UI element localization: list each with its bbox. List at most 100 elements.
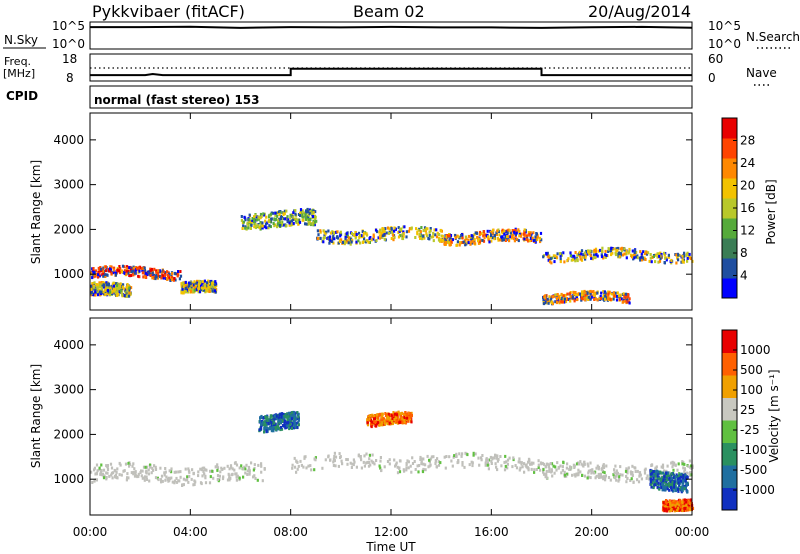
echo-cell bbox=[470, 240, 473, 244]
echo-cell bbox=[419, 230, 422, 234]
echo-cell bbox=[293, 465, 297, 469]
echo-cell bbox=[581, 474, 584, 477]
echo-cell bbox=[643, 468, 646, 472]
echo-cell bbox=[166, 274, 170, 277]
echo-cell bbox=[542, 472, 546, 476]
echo-cell bbox=[650, 464, 653, 467]
echo-cell bbox=[351, 238, 354, 242]
echo-cell bbox=[374, 424, 377, 427]
echo-cell bbox=[336, 236, 340, 240]
echo-cell bbox=[332, 232, 335, 235]
echo-cell bbox=[600, 291, 603, 295]
echo-cell bbox=[168, 469, 171, 473]
echo-cell bbox=[416, 230, 419, 234]
echo-cell bbox=[627, 295, 630, 298]
echo-cell bbox=[297, 412, 300, 416]
echo-cell bbox=[627, 466, 630, 470]
echo-cell bbox=[99, 285, 102, 289]
echo-cell bbox=[527, 231, 530, 234]
echo-cell bbox=[568, 292, 571, 296]
echo-cell bbox=[648, 259, 651, 263]
echo-cell bbox=[343, 242, 346, 246]
echo-cell bbox=[125, 294, 129, 298]
echo-cell bbox=[589, 254, 592, 258]
echo-cell bbox=[130, 274, 133, 277]
echo-cell bbox=[157, 478, 160, 482]
echo-cell bbox=[352, 458, 355, 462]
echo-cell bbox=[680, 260, 683, 264]
echo-cell bbox=[672, 483, 676, 487]
echo-cell bbox=[241, 227, 244, 230]
echo-cell bbox=[301, 218, 304, 222]
echo-cell bbox=[181, 287, 184, 291]
echo-cell bbox=[214, 285, 217, 289]
echo-cell bbox=[579, 460, 582, 464]
echo-cell bbox=[202, 470, 205, 473]
echo-cell bbox=[183, 288, 186, 292]
echo-cell bbox=[628, 297, 631, 301]
nave-label: Nave bbox=[746, 66, 777, 80]
echo-cell bbox=[105, 471, 108, 475]
echo-cell bbox=[434, 459, 437, 462]
echo-cell bbox=[286, 418, 289, 422]
echo-cell bbox=[106, 464, 109, 467]
echo-cell bbox=[595, 474, 598, 478]
echo-cell bbox=[332, 460, 335, 464]
echo-cell bbox=[508, 456, 511, 460]
echo-cell bbox=[94, 472, 97, 476]
cpid-panel-frame bbox=[89, 85, 693, 109]
echo-cell bbox=[288, 223, 291, 227]
echo-cell bbox=[259, 419, 262, 423]
echo-cell bbox=[587, 250, 590, 254]
echo-cell bbox=[269, 220, 273, 224]
echo-cell bbox=[582, 464, 585, 468]
echo-cell bbox=[395, 413, 399, 417]
echo-cell bbox=[426, 454, 429, 458]
echo-cell bbox=[680, 507, 683, 511]
echo-cell bbox=[221, 468, 224, 471]
echo-cell bbox=[626, 476, 629, 480]
nave-tick-top: 60 bbox=[708, 52, 723, 66]
echo-cell bbox=[577, 462, 580, 466]
echo-cell bbox=[402, 232, 405, 236]
echo-cell bbox=[182, 285, 185, 289]
echo-cell bbox=[448, 239, 451, 243]
echo-cell bbox=[513, 239, 516, 243]
echo-cell bbox=[218, 474, 221, 478]
echo-cell bbox=[284, 223, 287, 227]
echo-cell bbox=[150, 267, 154, 271]
echo-cell bbox=[121, 285, 124, 289]
echo-cell bbox=[252, 475, 255, 479]
echo-cell bbox=[448, 234, 451, 238]
cpid-label: CPID bbox=[6, 89, 38, 103]
echo-cell bbox=[98, 272, 101, 276]
echo-cell bbox=[442, 239, 445, 243]
echo-cell bbox=[681, 257, 684, 261]
echo-cell bbox=[355, 240, 358, 244]
echo-cell bbox=[242, 467, 245, 471]
echo-cell bbox=[516, 237, 519, 241]
echo-cell bbox=[91, 270, 94, 274]
echo-cell bbox=[126, 472, 129, 476]
echo-cell bbox=[143, 275, 146, 279]
echo-cell bbox=[457, 459, 460, 462]
echo-cell bbox=[571, 258, 575, 262]
echo-cell bbox=[481, 238, 484, 242]
echo-cell bbox=[602, 475, 605, 479]
echo-cell bbox=[383, 419, 386, 422]
echo-cell bbox=[562, 251, 565, 255]
echo-cell bbox=[688, 472, 691, 476]
echo-cell bbox=[125, 267, 128, 271]
echo-cell bbox=[564, 293, 567, 297]
echo-cell bbox=[649, 253, 652, 256]
echo-cell bbox=[477, 239, 480, 243]
echo-cell bbox=[163, 471, 166, 475]
echo-cell bbox=[102, 290, 105, 294]
echo-cell bbox=[404, 421, 407, 425]
echo-cell bbox=[588, 251, 591, 255]
echo-cell bbox=[656, 252, 659, 256]
echo-cell bbox=[678, 508, 681, 512]
echo-cell bbox=[191, 288, 194, 292]
echo-cell bbox=[384, 412, 387, 415]
echo-cell bbox=[170, 470, 173, 474]
